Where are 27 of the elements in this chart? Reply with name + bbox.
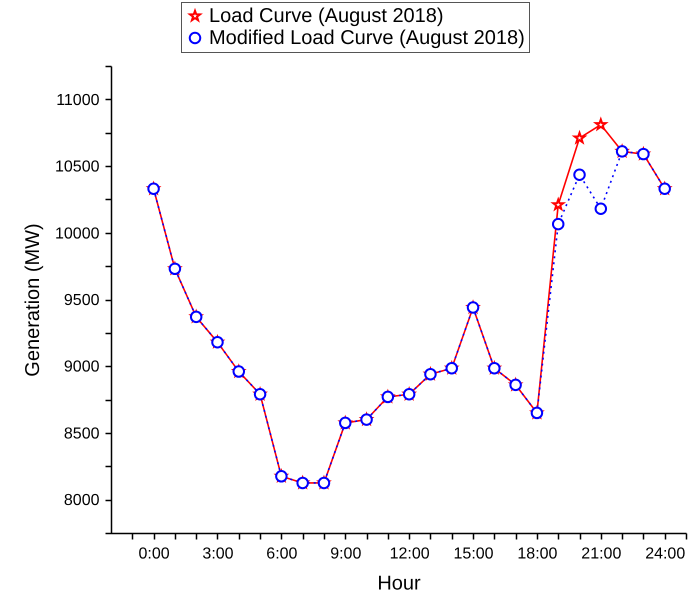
legend-label: Load Curve (August 2018): [209, 5, 444, 27]
x-tick-label: 0:00: [138, 546, 170, 562]
x-tick-label: 6:00: [266, 546, 298, 562]
x-tick-label: 12:00: [390, 546, 430, 562]
y-tick-label: 10500: [55, 158, 100, 176]
y-tick-label: 11000: [56, 92, 100, 109]
y-tick-label: 8500: [64, 425, 100, 442]
y-tick-label: 9000: [64, 358, 100, 376]
y-tick-label: 9500: [64, 292, 100, 309]
legend-label: Modified Load Curve (August 2018): [209, 27, 525, 49]
x-tick-label: 9:00: [330, 546, 362, 562]
x-axis-title: Hour: [377, 572, 422, 594]
x-tick-label: 24:00: [645, 546, 686, 562]
x-tick-label: 3:00: [202, 546, 234, 562]
y-axis-title: Generation (MW): [22, 223, 44, 377]
point: [402, 388, 416, 400]
x-tick-label: 21:00: [581, 546, 622, 562]
y-tick-label: 10000: [55, 225, 100, 242]
point: [573, 168, 586, 181]
y-tick-label: 8000: [64, 492, 100, 510]
point: [658, 182, 671, 195]
x-tick-label: 15:00: [454, 546, 494, 562]
point: [254, 388, 266, 400]
point: [552, 218, 564, 230]
point: [147, 182, 160, 195]
x-tick-label: 18:00: [517, 546, 558, 562]
point: [594, 202, 608, 215]
